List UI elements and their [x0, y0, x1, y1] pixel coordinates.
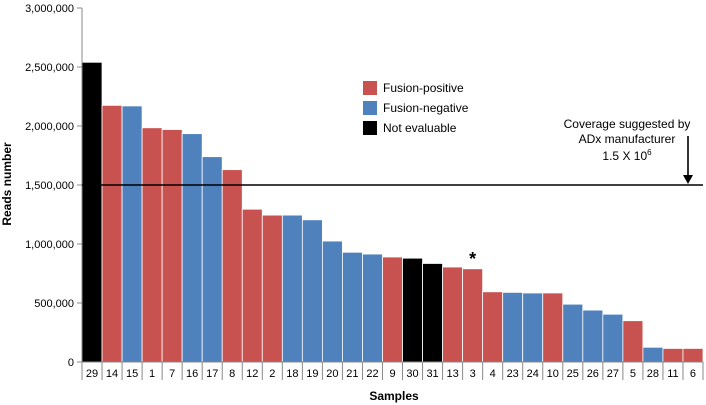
x-tick-label: 25 — [567, 368, 579, 380]
legend-label-negative: Fusion-negative — [383, 101, 469, 115]
x-axis-title: Samples — [369, 389, 419, 403]
bar-13 — [442, 266, 464, 363]
y-axis-ticks: 0 500,000 1,000,000 1,500,000 2,000,000 2,500… — [25, 3, 82, 369]
legend-label-not-evaluable: Not evaluable — [383, 121, 457, 135]
x-tick-label: 29 — [86, 368, 98, 380]
bar-2 — [261, 214, 283, 363]
legend: Fusion-positive Fusion-negative Not evalua… — [363, 81, 469, 135]
threshold-arrow-head — [683, 175, 693, 184]
bar-annotations: * — [469, 249, 476, 269]
y-tick-label: 1,000,000 — [25, 239, 74, 251]
x-tick-label: 7 — [169, 368, 175, 380]
bar-8 — [221, 169, 243, 363]
legend-swatch-not-evaluable — [363, 121, 377, 135]
x-tick-label: 2 — [269, 368, 275, 380]
bar-30 — [402, 257, 423, 363]
bar-12 — [241, 208, 263, 363]
threshold-exponent: 6 — [647, 148, 652, 157]
x-tick-label: 18 — [286, 368, 298, 380]
bar-18 — [281, 214, 303, 363]
x-tick-label: 10 — [547, 368, 559, 380]
x-tick-label: 13 — [446, 368, 458, 380]
bar-22 — [362, 253, 383, 363]
y-tick-label: 3,000,000 — [25, 3, 74, 15]
x-tick-label: 31 — [426, 368, 438, 380]
threshold-label-line-2: ADx manufacturer — [579, 132, 676, 146]
bar-21 — [342, 251, 363, 363]
x-tick-label: 4 — [490, 368, 496, 380]
bar-28 — [642, 346, 664, 363]
x-tick-label: 17 — [206, 368, 218, 380]
bar-14 — [101, 104, 123, 363]
x-tick-label: 14 — [106, 368, 118, 380]
x-tick-label: 1 — [149, 368, 155, 380]
threshold-label-line-1: Coverage suggested by — [564, 117, 691, 131]
x-tick-label: 26 — [587, 368, 599, 380]
bar-4 — [482, 291, 504, 363]
x-tick-label: 15 — [126, 368, 138, 380]
threshold-label-value: 1.5 X 106 — [602, 148, 652, 163]
x-tick-label: 16 — [186, 368, 198, 380]
y-tick-label: 1,500,000 — [25, 180, 74, 192]
bar-5 — [622, 320, 644, 363]
bar-10 — [542, 292, 564, 363]
legend-swatch-negative — [363, 101, 377, 115]
threshold-annotation: Coverage suggested by ADx manufacturer 1… — [564, 117, 693, 184]
x-tick-label: 3 — [470, 368, 476, 380]
x-tick-label: 8 — [229, 368, 235, 380]
bar-29 — [81, 61, 103, 363]
x-tick-label: 9 — [389, 368, 395, 380]
bar-17 — [201, 156, 223, 363]
bar-11 — [662, 348, 684, 363]
x-tick-label: 23 — [507, 368, 519, 380]
bar-23 — [502, 291, 524, 363]
y-tick-label: 2,000,000 — [25, 121, 74, 133]
x-tick-label: 28 — [647, 368, 659, 380]
x-tick-label: 30 — [406, 368, 418, 380]
x-tick-label: 5 — [630, 368, 636, 380]
bar-16 — [181, 133, 203, 363]
legend-swatch-positive — [363, 81, 377, 95]
y-tick-label: 2,500,000 — [25, 62, 74, 74]
bar-25 — [562, 303, 584, 363]
y-tick-label: 0 — [68, 357, 74, 369]
x-tick-label: 22 — [366, 368, 378, 380]
bar-7 — [161, 129, 183, 363]
x-tick-label: 24 — [527, 368, 539, 380]
x-tick-label: 21 — [346, 368, 358, 380]
x-tick-label: 12 — [246, 368, 258, 380]
bars — [81, 61, 704, 363]
bar-26 — [582, 309, 604, 363]
x-tick-label: 19 — [306, 368, 318, 380]
bar-6 — [682, 348, 704, 363]
bar-1 — [141, 127, 163, 363]
x-tick-label: 27 — [607, 368, 619, 380]
legend-label-positive: Fusion-positive — [383, 81, 464, 95]
bar-27 — [602, 313, 624, 363]
x-tick-label: 20 — [326, 368, 338, 380]
x-tick-label: 11 — [667, 368, 678, 380]
bar-19 — [301, 219, 323, 363]
y-axis-title: Reads number — [0, 142, 14, 226]
bar-3 — [462, 268, 484, 363]
bar-31 — [422, 263, 443, 363]
bar-15 — [121, 105, 143, 363]
threshold-value-text: 1.5 X 10 — [602, 149, 647, 163]
bar-20 — [321, 240, 343, 363]
bar-24 — [522, 292, 544, 363]
x-tick-label: 6 — [690, 368, 696, 380]
annotation-asterisk: * — [469, 249, 476, 269]
bar-9 — [382, 256, 403, 363]
x-axis-categories: 29 14 15 1 7 16 17 8 12 2 18 19 20 21 22 9 30 31 13 3 4 23 24 1… — [81, 362, 704, 380]
y-tick-label: 500,000 — [34, 298, 74, 310]
